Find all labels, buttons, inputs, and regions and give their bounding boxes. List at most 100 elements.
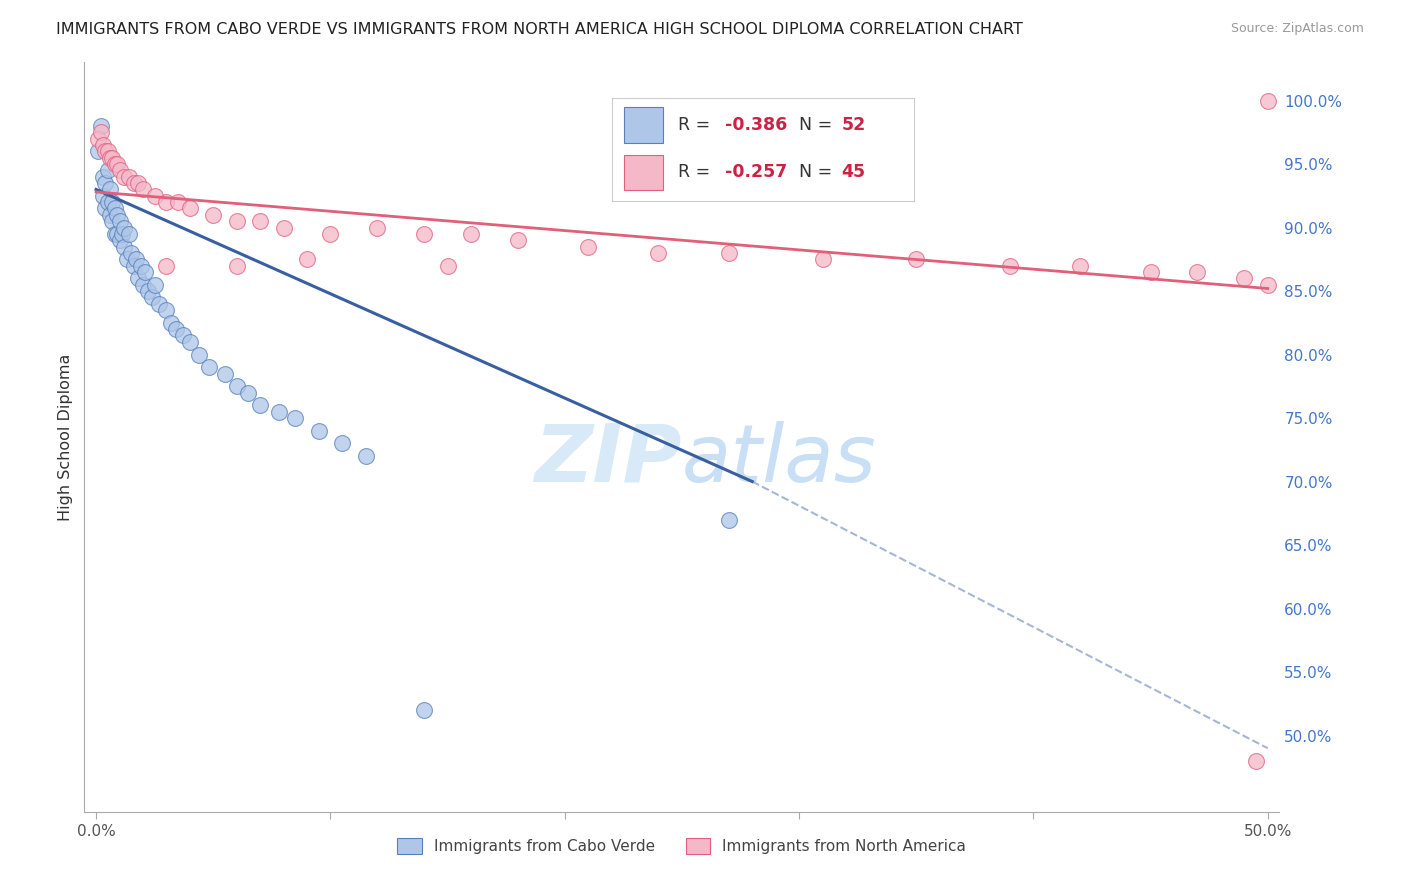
Point (127, 271, 149, 285)
Point (94, 145, 117, 159)
Text: -0.257: -0.257 (725, 163, 787, 181)
Point (115, 252, 138, 267)
Point (98, 151, 121, 165)
Point (97, 195, 120, 210)
Point (118, 227, 141, 241)
Point (98, 182, 121, 196)
Point (1257, 277, 1279, 292)
Point (225, 214, 247, 228)
Point (105, 227, 128, 241)
Point (413, 227, 436, 241)
Y-axis label: High School Diploma: High School Diploma (58, 353, 73, 521)
Point (179, 202, 201, 216)
Point (104, 227, 127, 241)
Point (122, 259, 145, 273)
Text: 45: 45 (841, 163, 866, 181)
Point (104, 202, 127, 216)
Point (225, 379, 247, 393)
Point (249, 214, 271, 228)
Point (460, 227, 482, 241)
Point (112, 220, 135, 235)
Point (1257, 94, 1279, 108)
Point (1069, 259, 1091, 273)
Point (91, 188, 114, 202)
Point (811, 252, 834, 267)
Point (94, 202, 117, 216)
Point (111, 227, 134, 241)
Text: IMMIGRANTS FROM CABO VERDE VS IMMIGRANTS FROM NORTH AMERICA HIGH SCHOOL DIPLOMA : IMMIGRANTS FROM CABO VERDE VS IMMIGRANTS… (56, 22, 1024, 37)
Text: N =: N = (799, 116, 838, 135)
Point (506, 233, 529, 247)
Point (436, 259, 458, 273)
Point (122, 176, 145, 190)
Point (90, 119, 112, 133)
Text: N =: N = (799, 163, 838, 181)
Legend: Immigrants from Cabo Verde, Immigrants from North America: Immigrants from Cabo Verde, Immigrants f… (391, 832, 973, 860)
Point (148, 297, 170, 311)
Point (647, 246, 669, 260)
Point (112, 169, 135, 184)
Point (165, 322, 187, 336)
Text: R =: R = (678, 163, 716, 181)
Point (172, 328, 194, 343)
Point (108, 163, 131, 178)
Point (188, 347, 211, 361)
Point (132, 182, 155, 196)
Point (160, 316, 183, 330)
Text: atlas: atlas (682, 420, 877, 499)
Point (295, 252, 318, 267)
Point (998, 259, 1021, 273)
Point (413, 703, 436, 717)
Point (105, 157, 128, 171)
Point (108, 233, 131, 247)
Point (97, 163, 120, 178)
Point (155, 303, 177, 318)
Point (87, 145, 110, 159)
Point (90, 125, 112, 139)
Point (91, 138, 114, 153)
Point (141, 290, 163, 304)
Point (155, 259, 177, 273)
Point (129, 259, 152, 273)
Point (179, 334, 201, 349)
Text: 52: 52 (841, 116, 866, 135)
Point (1233, 271, 1256, 285)
Point (717, 513, 740, 527)
Point (101, 214, 124, 228)
Text: -0.386: -0.386 (725, 116, 787, 135)
Point (717, 246, 740, 260)
Bar (624, 154, 664, 190)
Point (101, 195, 124, 210)
Point (366, 220, 388, 235)
Bar (624, 107, 664, 144)
Point (214, 367, 236, 381)
Point (98, 208, 121, 222)
Point (118, 169, 141, 184)
Point (576, 239, 599, 253)
Point (155, 195, 177, 210)
Point (143, 188, 166, 202)
Point (905, 252, 928, 267)
Text: Source: ZipAtlas.com: Source: ZipAtlas.com (1230, 22, 1364, 36)
Point (354, 449, 377, 463)
Point (112, 239, 135, 253)
Point (125, 252, 148, 267)
Point (97, 145, 120, 159)
Point (225, 259, 247, 273)
Point (273, 220, 295, 235)
Point (330, 436, 353, 450)
Point (91, 169, 114, 184)
Point (1187, 265, 1209, 279)
Point (308, 424, 330, 438)
Point (108, 214, 131, 228)
Point (249, 398, 271, 412)
Point (94, 176, 117, 190)
Point (284, 411, 307, 425)
Point (1139, 265, 1161, 279)
Point (319, 227, 342, 241)
Point (105, 208, 128, 222)
Point (127, 176, 149, 190)
Point (136, 284, 159, 298)
Point (132, 277, 155, 292)
Point (267, 405, 290, 419)
